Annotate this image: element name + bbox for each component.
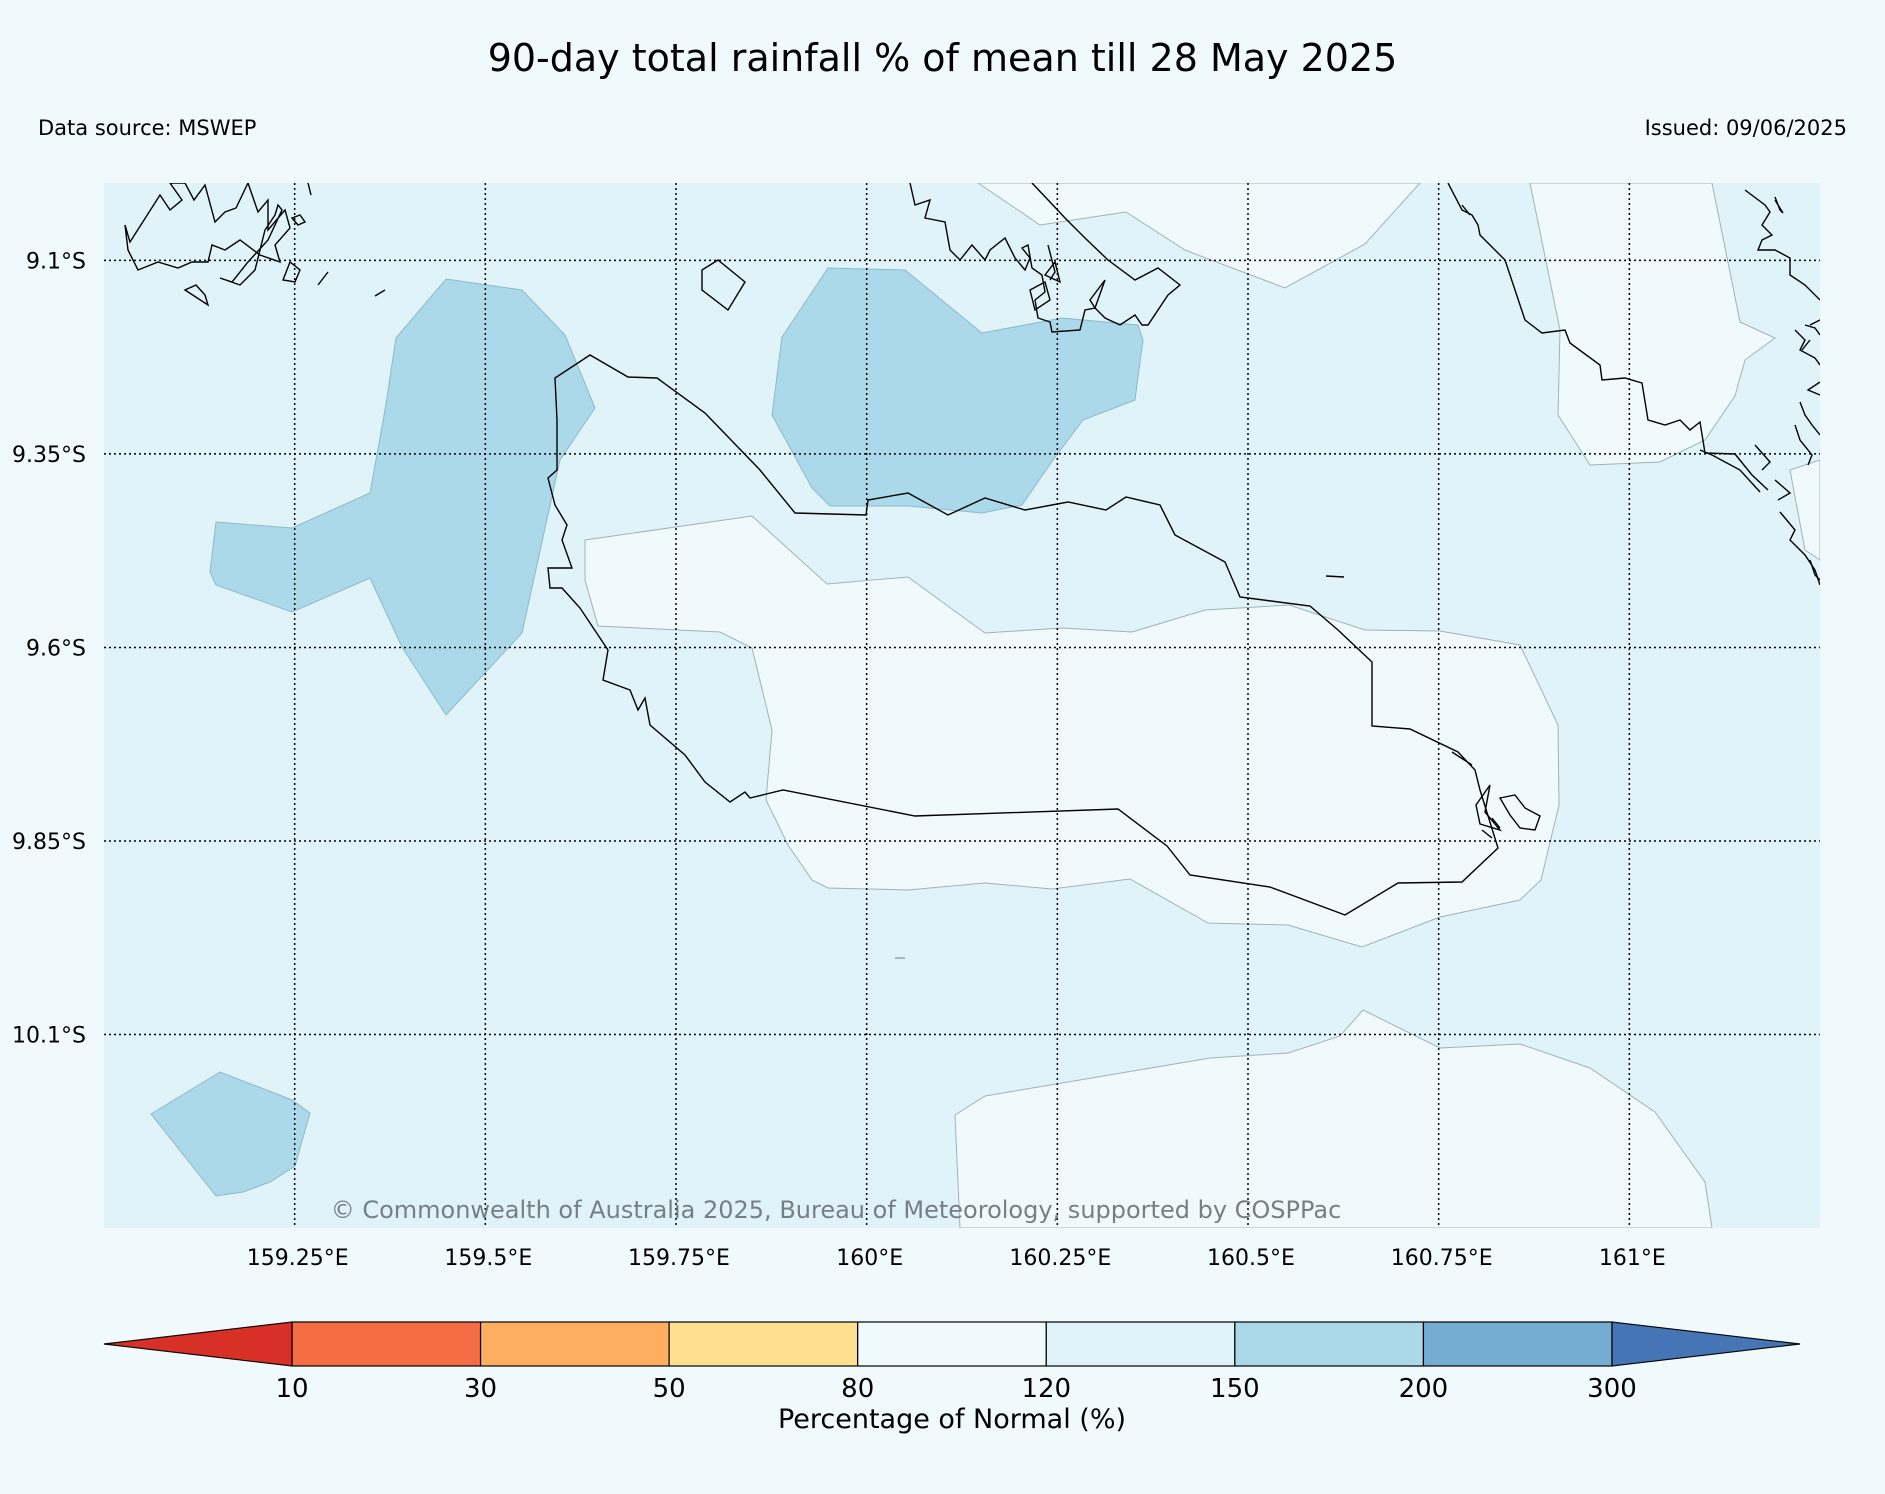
longitude-label: 160.25°E bbox=[1009, 1246, 1111, 1271]
colorbar-tick-label: 30 bbox=[464, 1374, 497, 1404]
latitude-label: 9.1°S bbox=[26, 249, 86, 274]
colorbar-tick-label: 80 bbox=[841, 1374, 874, 1404]
contour-region-150-200 bbox=[771, 267, 1144, 514]
data-source-label: Data source: MSWEP bbox=[38, 116, 257, 140]
colorbar-tick-labels: 10 30 50 80 120 150 200 300 bbox=[275, 1374, 1636, 1404]
colorbar-segment-80_120 bbox=[857, 1321, 1047, 1367]
colorbar-tick-label: 50 bbox=[653, 1374, 686, 1404]
map-area bbox=[104, 183, 1820, 1228]
contour-region-80-120 bbox=[1789, 459, 1820, 561]
colorbar-tick-label: 300 bbox=[1587, 1374, 1637, 1404]
longitude-label: 160.75°E bbox=[1391, 1246, 1493, 1271]
latitude-label: 9.35°S bbox=[12, 443, 86, 468]
map-title: 90-day total rainfall % of mean till 28 … bbox=[487, 36, 1398, 80]
colorbar-title: Percentage of Normal (%) bbox=[778, 1404, 1126, 1435]
colorbar-segment-120_150 bbox=[1045, 1321, 1236, 1367]
longitude-label: 161°E bbox=[1599, 1246, 1666, 1271]
colorbar-segment-150_200 bbox=[1234, 1321, 1425, 1367]
colorbar-over-arrow bbox=[1611, 1321, 1801, 1367]
contour-region-80-120 bbox=[584, 515, 1560, 948]
colorbar-tick-label: 10 bbox=[275, 1374, 308, 1404]
colorbar-under-arrow bbox=[103, 1321, 293, 1367]
copyright-notice: © Commonwealth of Australia 2025, Bureau… bbox=[331, 1196, 1342, 1224]
longitude-label: 159.75°E bbox=[628, 1246, 730, 1271]
colorbar-segment-30_50 bbox=[479, 1321, 670, 1367]
gridlines bbox=[104, 183, 1820, 1228]
longitude-labels: 159.25°E 159.5°E 159.75°E 160°E 160.25°E 160.… bbox=[247, 1246, 1666, 1271]
colorbar-segment-10_30 bbox=[291, 1321, 482, 1367]
latitude-label: 9.85°S bbox=[12, 830, 86, 855]
colorbar-segment-50_80 bbox=[668, 1321, 859, 1367]
contour-region-80-120 bbox=[954, 1009, 1713, 1228]
coastline bbox=[124, 183, 1820, 959]
contour-region-80-120 bbox=[977, 183, 1421, 289]
colorbar-tick-label: 150 bbox=[1210, 1374, 1260, 1404]
latitude-label: 9.6°S bbox=[26, 636, 86, 661]
longitude-label: 159.5°E bbox=[444, 1246, 532, 1271]
longitude-label: 160.5°E bbox=[1207, 1246, 1295, 1271]
issued-date-label: Issued: 09/06/2025 bbox=[1644, 116, 1847, 140]
latitude-labels: 9.1°S 9.35°S 9.6°S 9.85°S 10.1°S bbox=[12, 249, 86, 1048]
colorbar-segment-200_300 bbox=[1422, 1321, 1613, 1367]
colorbar-tick-label: 120 bbox=[1021, 1374, 1071, 1404]
colorbar-tick-label: 200 bbox=[1399, 1374, 1449, 1404]
contour-region-150-200 bbox=[150, 1071, 311, 1197]
longitude-label: 160°E bbox=[836, 1246, 903, 1271]
latitude-label: 10.1°S bbox=[12, 1023, 86, 1048]
longitude-label: 159.25°E bbox=[247, 1246, 349, 1271]
colorbar-segments bbox=[103, 1321, 1801, 1367]
contour-region-150-200 bbox=[209, 278, 596, 716]
contour-region-80-120 bbox=[1529, 183, 1776, 466]
